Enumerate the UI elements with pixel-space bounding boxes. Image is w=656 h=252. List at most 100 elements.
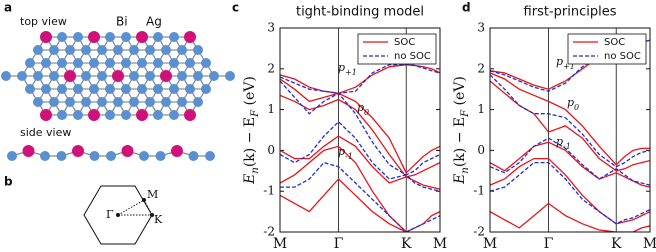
y-tick-label: 3 xyxy=(477,21,485,35)
annotation-sub: +1 xyxy=(345,68,357,77)
annotation: p-1 xyxy=(338,145,353,161)
band-line xyxy=(280,135,440,190)
chart: c tight-binding model -2 -1 0 1 2 3 M Γ K M En(k) − … xyxy=(232,1,447,252)
bi-atom xyxy=(22,145,35,157)
ag-atom xyxy=(137,58,147,68)
y-tick-label: 2 xyxy=(477,61,485,75)
y-tick-label: -1 xyxy=(263,184,275,198)
band-line xyxy=(490,137,650,186)
ag-atom xyxy=(185,84,195,94)
ag-atom xyxy=(105,110,115,120)
ag-atom xyxy=(153,58,163,68)
bi-atom xyxy=(160,70,172,82)
x-tick-label: M xyxy=(483,236,497,252)
bands xyxy=(280,64,440,232)
y-tick-label: 2 xyxy=(267,61,275,75)
ag-atom xyxy=(169,58,179,68)
ag-atom xyxy=(33,71,43,81)
point xyxy=(150,213,154,217)
y-label-part: F xyxy=(250,109,261,118)
y-tick-label: -1 xyxy=(473,184,485,198)
legend-label: SOC xyxy=(604,37,625,48)
element-label: Ag xyxy=(146,15,162,29)
bi-atom xyxy=(184,109,196,121)
point-label: Γ xyxy=(106,208,114,221)
band-line xyxy=(280,80,440,176)
ag-atom xyxy=(153,32,163,42)
ag-atom xyxy=(113,97,123,107)
ag-atom xyxy=(161,45,171,55)
band-line xyxy=(280,178,440,232)
ag-atom xyxy=(225,71,235,81)
x-tick-label: M xyxy=(433,236,447,252)
ag-atom xyxy=(105,58,115,68)
ag-atom xyxy=(49,45,59,55)
annotation-text: p xyxy=(338,145,345,158)
band-line xyxy=(490,72,650,166)
ag-atom xyxy=(49,71,59,81)
ag-atom xyxy=(73,58,83,68)
path-line xyxy=(117,199,145,216)
ag-atom xyxy=(129,45,139,55)
annotation-text: p xyxy=(556,55,563,68)
annotation-text: p xyxy=(567,96,574,109)
ag-atom xyxy=(73,32,83,42)
x-tick-label: M xyxy=(273,236,287,252)
band-line xyxy=(280,161,440,232)
ag-atom xyxy=(73,110,83,120)
ag-atom xyxy=(89,151,100,161)
band-line xyxy=(280,64,440,94)
chart: d first-principles -2 -1 0 1 2 3 M Γ K M En(k) − EF … xyxy=(452,1,656,252)
y-tick-label: -2 xyxy=(263,225,275,239)
legend-label: SOC xyxy=(394,37,415,48)
ag-atom xyxy=(73,84,83,94)
y-label-part: n xyxy=(460,167,471,173)
band-line xyxy=(490,39,650,92)
ag-atom xyxy=(121,58,131,68)
ag-atom xyxy=(129,97,139,107)
band-line xyxy=(490,161,650,225)
bi-atom xyxy=(171,145,183,157)
ag-atom xyxy=(56,151,67,161)
ag-atom xyxy=(201,58,211,68)
ag-atom xyxy=(129,71,139,81)
ag-atom xyxy=(81,71,91,81)
ag-atom xyxy=(193,45,203,55)
ag-atom xyxy=(169,84,179,94)
bi-atom xyxy=(88,31,100,43)
band-line xyxy=(280,78,440,174)
annotation-text: p xyxy=(357,101,364,114)
ag-atom xyxy=(65,97,75,107)
brillouin-zone: Γ M K xyxy=(83,185,163,245)
chart-title: tight-binding model xyxy=(296,5,424,20)
ag-atom xyxy=(57,32,67,42)
annotation-sub: -1 xyxy=(563,142,571,151)
annotation-text: p xyxy=(338,61,345,74)
ag-atom xyxy=(161,97,171,107)
band-line xyxy=(280,64,440,94)
ag-atom xyxy=(188,151,199,161)
legend-label: no SOC xyxy=(604,51,641,62)
bi-atom xyxy=(136,109,148,121)
x-tick-label: M xyxy=(643,236,656,252)
panel-letter: b xyxy=(4,175,13,189)
ag-atom xyxy=(105,32,115,42)
band-line xyxy=(490,141,650,188)
ag-atom xyxy=(49,97,59,107)
bi-atom xyxy=(121,145,134,157)
annotation-text: p xyxy=(556,135,563,148)
ag-atom xyxy=(57,110,67,120)
band-line xyxy=(280,120,440,192)
ag-atom xyxy=(1,71,11,81)
ag-atom xyxy=(97,71,107,81)
ag-atom xyxy=(97,97,107,107)
panel-letter: d xyxy=(462,1,471,15)
ag-atom xyxy=(193,97,203,107)
ag-atom xyxy=(17,71,27,81)
annotation: p-1 xyxy=(556,135,571,151)
ag-atom xyxy=(169,110,179,120)
annotation: p0 xyxy=(357,101,369,117)
ag-atom xyxy=(89,84,99,94)
point-label: M xyxy=(147,188,158,201)
ag-atom xyxy=(81,97,91,107)
